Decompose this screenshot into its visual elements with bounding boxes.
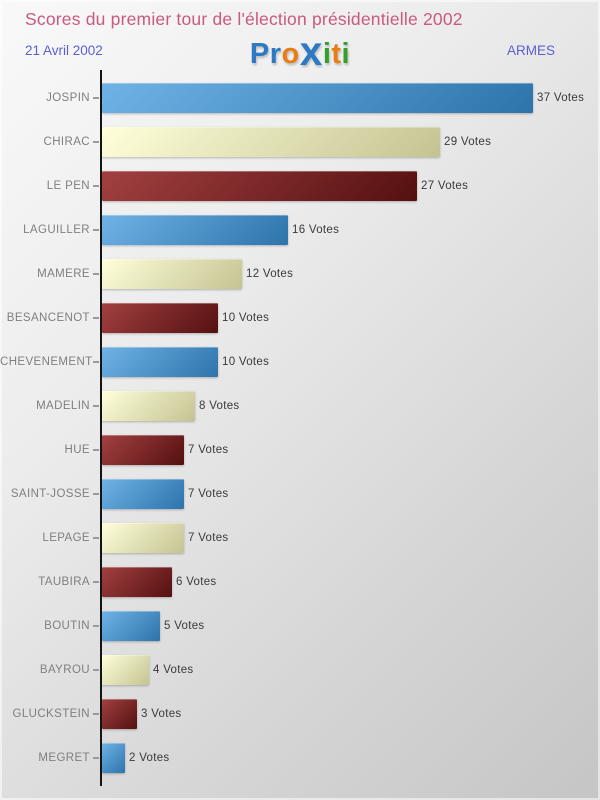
value-label: 7 Votes bbox=[188, 444, 229, 456]
category-label: BAYROU bbox=[39, 664, 90, 676]
axis-tick bbox=[93, 185, 99, 187]
logo-letter: o bbox=[281, 38, 300, 70]
category-label: MAMERE bbox=[37, 268, 90, 280]
value-label: 37 Votes bbox=[537, 92, 585, 104]
category-label: GLUCKSTEIN bbox=[12, 708, 90, 720]
axis-tick bbox=[93, 757, 99, 759]
category-label: MEGRET bbox=[38, 752, 90, 764]
category-label: MADELIN bbox=[36, 400, 90, 412]
axis-tick bbox=[93, 537, 99, 539]
logo-letter: t bbox=[331, 38, 342, 70]
axis-tick bbox=[93, 449, 99, 451]
logo-letter: i bbox=[341, 38, 351, 70]
category-label: BESANCENOT bbox=[6, 312, 90, 324]
category-label: JOSPIN bbox=[46, 92, 90, 104]
category-label: SAINT-JOSSE bbox=[10, 488, 90, 500]
value-label: 12 Votes bbox=[246, 268, 294, 280]
category-label: LE PEN bbox=[46, 180, 90, 192]
bar bbox=[102, 83, 533, 113]
axis-tick bbox=[93, 317, 99, 319]
bar bbox=[102, 567, 172, 597]
category-label: CHEVENEMENT bbox=[0, 356, 93, 368]
axis-tick bbox=[93, 229, 99, 231]
axis-tick bbox=[93, 405, 99, 407]
axis-tick bbox=[93, 141, 99, 143]
value-label: 10 Votes bbox=[222, 312, 270, 324]
category-label: CHIRAC bbox=[43, 136, 90, 148]
axis-tick bbox=[93, 493, 99, 495]
category-label: TAUBIRA bbox=[38, 576, 90, 588]
value-label: 3 Votes bbox=[141, 708, 182, 720]
bar bbox=[102, 303, 218, 333]
axis-tick bbox=[93, 273, 99, 275]
value-label: 27 Votes bbox=[421, 180, 469, 192]
axis-tick bbox=[93, 97, 99, 99]
bar bbox=[102, 479, 184, 509]
logo-letter: P bbox=[249, 38, 270, 70]
axis-tick bbox=[93, 625, 99, 627]
value-label: 7 Votes bbox=[188, 488, 229, 500]
bar bbox=[102, 347, 218, 377]
bar bbox=[102, 699, 137, 729]
date-label: 21 Avril 2002 bbox=[25, 43, 103, 58]
bar bbox=[102, 259, 242, 289]
value-label: 7 Votes bbox=[188, 532, 229, 544]
value-label: 6 Votes bbox=[176, 576, 217, 588]
proxiti-logo: Proxiti bbox=[249, 28, 351, 74]
category-label: LEPAGE bbox=[42, 532, 90, 544]
bar bbox=[102, 743, 125, 773]
logo-letter: r bbox=[269, 38, 282, 70]
axis-tick bbox=[93, 581, 99, 583]
category-label: BOUTIN bbox=[44, 620, 90, 632]
category-label: HUE bbox=[64, 444, 90, 456]
y-axis-line bbox=[100, 70, 102, 786]
value-label: 5 Votes bbox=[164, 620, 205, 632]
bar bbox=[102, 435, 184, 465]
bar bbox=[102, 391, 195, 421]
logo-letter: i bbox=[322, 38, 332, 70]
value-label: 2 Votes bbox=[129, 752, 170, 764]
bar bbox=[102, 127, 440, 157]
value-label: 8 Votes bbox=[199, 400, 240, 412]
value-label: 10 Votes bbox=[222, 356, 270, 368]
place-label: ARMES bbox=[506, 43, 555, 58]
axis-tick bbox=[93, 361, 99, 363]
bar bbox=[102, 171, 417, 201]
bar bbox=[102, 611, 160, 641]
category-label: LAGUILLER bbox=[23, 224, 90, 236]
bar bbox=[102, 215, 288, 245]
axis-tick bbox=[93, 713, 99, 715]
page-title: Scores du premier tour de l'élection pré… bbox=[25, 9, 463, 29]
bar bbox=[102, 655, 149, 685]
value-label: 16 Votes bbox=[292, 224, 340, 236]
value-label: 29 Votes bbox=[444, 136, 492, 148]
axis-tick bbox=[93, 669, 99, 671]
bar bbox=[102, 523, 184, 553]
value-label: 4 Votes bbox=[153, 664, 194, 676]
